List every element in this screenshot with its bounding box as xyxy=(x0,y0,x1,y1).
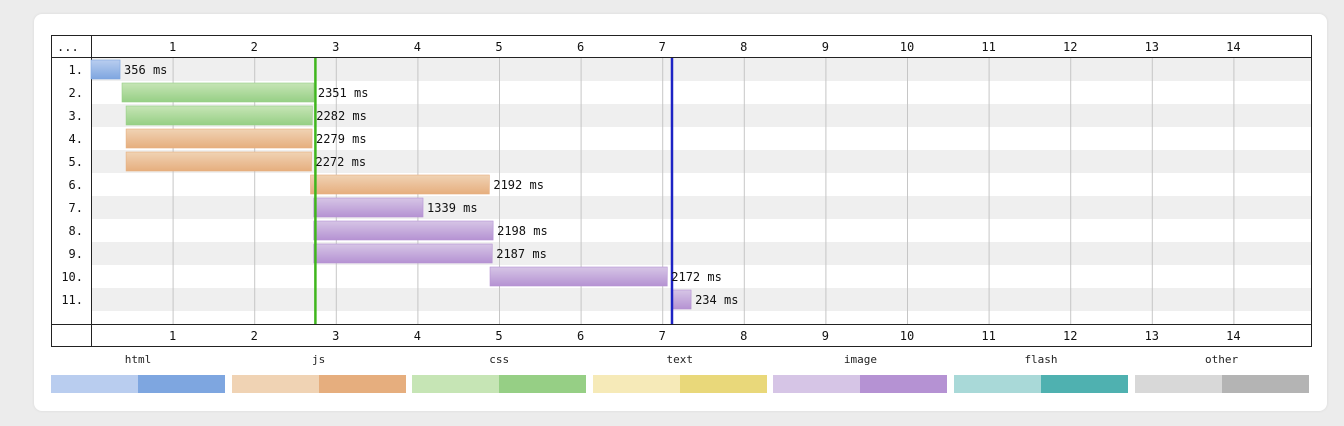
request-bar xyxy=(313,220,494,241)
legend-swatch-light xyxy=(51,375,138,393)
tick-label-top: 9 xyxy=(822,40,829,54)
request-bar xyxy=(313,197,424,218)
tick-label-top: 3 xyxy=(332,40,339,54)
legend-label: flash xyxy=(1024,353,1058,366)
row-band xyxy=(91,104,1311,127)
tick-label-bottom: 13 xyxy=(1145,329,1159,343)
request-bar xyxy=(671,289,692,310)
legend-swatch-dark xyxy=(860,375,948,393)
row-band xyxy=(91,58,1311,81)
tick-label-bottom: 10 xyxy=(900,329,914,343)
legend-swatch-dark xyxy=(499,375,587,393)
row-band xyxy=(91,150,1311,173)
duration-label: 234 ms xyxy=(695,293,738,307)
row-band xyxy=(91,288,1311,311)
tick-label-top: 8 xyxy=(740,40,747,54)
request-bar xyxy=(489,266,668,287)
legend-swatch xyxy=(231,375,406,393)
duration-label: 2272 ms xyxy=(315,155,366,169)
legend-swatch xyxy=(954,375,1128,393)
legend-swatch-light xyxy=(1134,375,1222,393)
legend-swatch xyxy=(412,375,587,393)
tick-label-bottom: 3 xyxy=(332,329,339,343)
row-number: 6. xyxy=(69,178,83,192)
request-bar xyxy=(121,82,315,103)
legend-swatch-dark xyxy=(1221,375,1309,393)
row-number: 10. xyxy=(61,270,83,284)
waterfall-chart: ... 1122334455667788991010111112121313141… xyxy=(51,35,1312,347)
request-bar xyxy=(125,151,312,172)
row-number: 1. xyxy=(69,63,83,77)
tick-label-bottom: 2 xyxy=(251,329,258,343)
legend-swatch-dark xyxy=(679,375,767,393)
request-bar xyxy=(313,243,493,264)
row-band xyxy=(91,242,1311,265)
row-number: 9. xyxy=(69,247,83,261)
tick-label-top: 6 xyxy=(577,40,584,54)
legend-label: css xyxy=(489,353,510,366)
tick-label-bottom: 6 xyxy=(577,329,584,343)
request-bar xyxy=(125,105,313,126)
tick-label-top: 5 xyxy=(495,40,502,54)
tick-label-top: 2 xyxy=(251,40,258,54)
legend-label: image xyxy=(843,353,877,366)
legend-label: js xyxy=(311,353,326,366)
legend-swatch-dark xyxy=(1041,375,1128,393)
duration-label: 2192 ms xyxy=(493,178,544,192)
legend-label: other xyxy=(1205,353,1239,366)
header-label: ... xyxy=(57,40,79,54)
tick-label-bottom: 8 xyxy=(740,329,747,343)
duration-label: 2172 ms xyxy=(671,270,722,284)
request-bar xyxy=(310,174,490,195)
duration-label: 2351 ms xyxy=(318,86,369,100)
duration-label: 2187 ms xyxy=(496,247,547,261)
row-number: 3. xyxy=(69,109,83,123)
duration-label: 356 ms xyxy=(124,63,167,77)
tick-label-bottom: 4 xyxy=(414,329,421,343)
request-bar xyxy=(125,128,313,149)
duration-label: 2279 ms xyxy=(316,132,367,146)
legend-swatch-light xyxy=(773,375,861,393)
tick-label-bottom: 1 xyxy=(169,329,176,343)
row-number: 8. xyxy=(69,224,83,238)
row-number: 2. xyxy=(69,86,83,100)
request-bar xyxy=(90,59,121,80)
duration-label: 2198 ms xyxy=(497,224,548,238)
legend-swatch-light xyxy=(954,375,1041,393)
tick-label-top: 11 xyxy=(981,40,995,54)
row-number: 7. xyxy=(69,201,83,215)
row-number: 4. xyxy=(69,132,83,146)
tick-label-top: 14 xyxy=(1226,40,1240,54)
legend-swatch xyxy=(1134,375,1309,393)
tick-label-bottom: 14 xyxy=(1226,329,1240,343)
row-number: 5. xyxy=(69,155,83,169)
tick-label-top: 10 xyxy=(900,40,914,54)
legend-swatch-light xyxy=(231,375,319,393)
tick-label-bottom: 12 xyxy=(1063,329,1077,343)
tick-label-top: 7 xyxy=(659,40,666,54)
legend-swatch-dark xyxy=(318,375,406,393)
duration-label: 1339 ms xyxy=(427,201,478,215)
legend-swatch-dark xyxy=(138,375,225,393)
tick-label-top: 1 xyxy=(169,40,176,54)
row-number: 11. xyxy=(61,293,83,307)
tick-label-bottom: 7 xyxy=(659,329,666,343)
tick-label-bottom: 5 xyxy=(495,329,502,343)
chart-frame xyxy=(51,35,1312,347)
legend-label: text xyxy=(666,353,694,366)
tick-label-top: 4 xyxy=(414,40,421,54)
legend-swatch xyxy=(773,375,948,393)
legend-swatch xyxy=(592,375,767,393)
row-band xyxy=(91,196,1311,219)
tick-label-bottom: 11 xyxy=(981,329,995,343)
tick-label-top: 13 xyxy=(1145,40,1159,54)
legend-swatch xyxy=(51,375,225,393)
tick-label-bottom: 9 xyxy=(822,329,829,343)
legend-swatch-light xyxy=(412,375,500,393)
legend-label: html xyxy=(124,353,152,366)
duration-label: 2282 ms xyxy=(316,109,367,123)
tick-label-top: 12 xyxy=(1063,40,1077,54)
legend-swatch-light xyxy=(592,375,680,393)
